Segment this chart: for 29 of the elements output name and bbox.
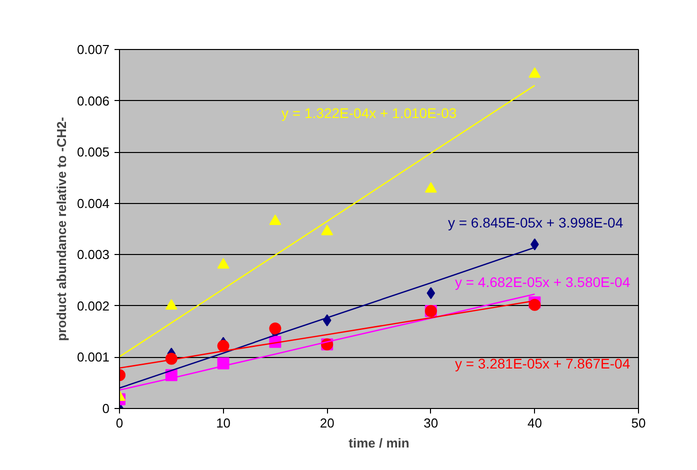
point	[269, 214, 282, 225]
y-tick-label: 0.004	[76, 196, 110, 211]
point	[217, 258, 230, 269]
point	[321, 224, 334, 236]
y-tick-label: 0.001	[76, 350, 110, 365]
y-tick-label: 0.006	[76, 93, 110, 108]
point	[528, 298, 541, 311]
series-label: y = 4.682E-05x + 3.580E-04	[454, 274, 630, 290]
x-tick-label: 30	[424, 416, 438, 430]
y-tick-label: 0.003	[76, 247, 110, 262]
x-tick-label: 40	[527, 416, 542, 430]
y-tick-label: 0.007	[76, 42, 110, 57]
text: y = 3.281E-05x + 7.867E-04	[454, 355, 630, 372]
x-tick-label: 50	[631, 416, 646, 430]
series-label: y = 1.322E-04x + 1.010E-03	[282, 105, 457, 122]
y-tick-label: 0	[102, 401, 110, 416]
point	[217, 340, 230, 352]
x-tick-label: 20	[320, 416, 334, 430]
y-axis-title: product abundance relative to -CH2-	[54, 117, 69, 341]
x-tick-label: 10	[216, 416, 231, 430]
point	[165, 299, 178, 310]
x-axis-title: time / min	[348, 436, 410, 450]
point	[426, 287, 436, 300]
point	[424, 182, 437, 193]
x-tick-label: 0	[116, 416, 124, 430]
point	[528, 67, 541, 78]
y-tick-label: 0.005	[76, 144, 110, 160]
series-label: y = 6.845E-05x + 3.998E-04	[448, 214, 624, 231]
y-tick-label: 0.002	[76, 298, 110, 314]
